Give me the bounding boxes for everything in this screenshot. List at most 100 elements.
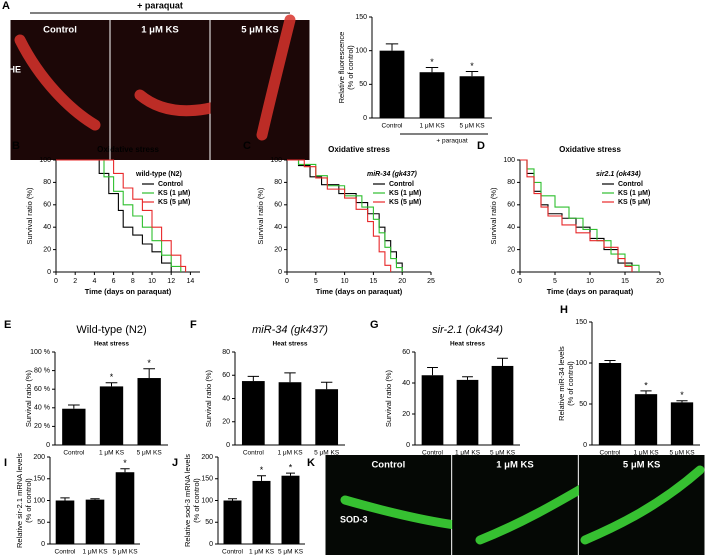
y-tick-label: 150 [33,476,45,483]
y-tick-label: 50 [37,519,45,526]
y-axis-label: Survival ratio (%) [24,369,33,427]
error-bar [427,367,438,376]
x-axis-label: Time (days on paraquat) [547,287,634,296]
x-tick-label: 5 μM KS [314,450,340,457]
y-tick-label: 20 [507,246,515,253]
x-tick-label: 5 [314,278,318,285]
y-tick-label: 100 % [30,349,50,356]
y-axis-label: Survival ratio (%) [25,187,34,245]
error-bar [385,43,399,51]
y-tick-label: 0 [47,269,51,276]
x-tick-label: 5 μM KS [459,123,485,130]
x-tick-label: Control [422,450,444,457]
bar [55,500,75,544]
x-tick-label: Control [222,549,244,556]
bar [459,76,485,118]
chart-title: Oxidative stress [559,145,621,154]
y-axis-label: (% of control) [346,45,355,90]
y-tick-label: 50 [205,519,213,526]
y-tick-label: 60 [43,202,51,209]
chart-subtitle: Heat stress [272,341,307,348]
y-tick-label: 0 [363,115,367,122]
legend-label: KS (1 μM) [389,190,421,197]
bar [115,472,135,544]
panel-letter: G [370,319,379,331]
legend-title: miR-34 (gk437) [367,171,417,178]
bar [241,381,265,445]
y-tick-label: 100 [503,157,515,164]
x-tick-label: 10 [341,278,349,285]
y-tick-label: 0 [511,269,515,276]
significance-mark: * [123,458,127,468]
y-tick-label: 40 [43,224,51,231]
y-axis-label: (% of control) [192,478,201,523]
chart-title: Wild-type (N2) [76,324,146,336]
error-bar [462,376,473,380]
y-tick-label: 80 % [34,367,50,374]
y-tick-label: 60 [222,372,230,379]
panel-letter: B [12,140,20,152]
y-tick-label: 20 [43,246,51,253]
y-axis-label: Survival ratio (%) [489,187,498,245]
significance-mark: * [680,390,684,400]
x-tick-label: 0 [54,278,58,285]
error-bar [228,498,237,501]
significance-mark: * [260,465,264,475]
y-axis-label: Relative sir-2.1 mRNA levels [15,453,24,548]
error-bar [425,67,439,73]
x-tick-label: Control [63,450,85,457]
x-tick-label: 1 μM KS [99,450,125,457]
x-tick-label: 1 μM KS [633,450,659,457]
bar [85,499,105,544]
legend-label: Control [389,181,414,188]
bar [278,382,302,445]
chart-title: Oxidative stress [97,145,159,154]
x-tick-label: 5 μM KS [490,450,516,457]
panel-letter: A [2,0,10,12]
panel-letter: I [4,457,7,469]
micrograph [110,20,210,160]
significance-mark: * [470,61,474,71]
x-tick-label: Control [243,450,265,457]
x-tick-label: Control [55,549,77,556]
bar [99,386,124,445]
y-tick-label: 0 [46,442,50,449]
x-tick-label: 1 μM KS [455,450,481,457]
y-tick-label: 100 [575,360,587,367]
x-axis-label: Time (days on paraquat) [85,287,172,296]
y-axis-label: (% of control) [24,478,33,523]
y-tick-label: 60 [507,202,515,209]
x-tick-label: 1 μM KS [249,549,275,556]
y-axis-label: Survival ratio (%) [384,369,393,427]
x-tick-label: 25 [427,278,435,285]
error-bar [320,381,333,390]
bar [634,394,658,445]
y-tick-label: 40 % [34,405,50,412]
y-tick-label: 150 [575,319,587,326]
bar [419,72,445,118]
worm [340,495,460,530]
significance-mark: * [147,358,151,368]
chart-title: sir-2.1 (ok434) [432,324,503,336]
x-tick-label: 1 μM KS [419,123,445,130]
x-tick-label: 10 [148,278,156,285]
y-tick-label: 0 [209,541,213,548]
worm [14,34,101,131]
y-tick-label: 0 [41,541,45,548]
bar [421,375,444,445]
y-axis-label: Survival ratio (%) [256,187,265,245]
error-bar [604,360,616,363]
x-tick-label: 14 [187,278,195,285]
y-tick-label: 100 [201,497,213,504]
bar [62,408,86,445]
chart-title: Oxidative stress [328,145,390,154]
error-bar [143,368,156,379]
bar [456,379,479,445]
significance-mark: * [110,372,114,382]
y-tick-label: 150 [201,476,213,483]
worm [580,465,705,545]
legend-label: KS (1 μM) [158,190,190,197]
y-tick-label: 40 [402,380,410,387]
error-bar [676,400,688,403]
